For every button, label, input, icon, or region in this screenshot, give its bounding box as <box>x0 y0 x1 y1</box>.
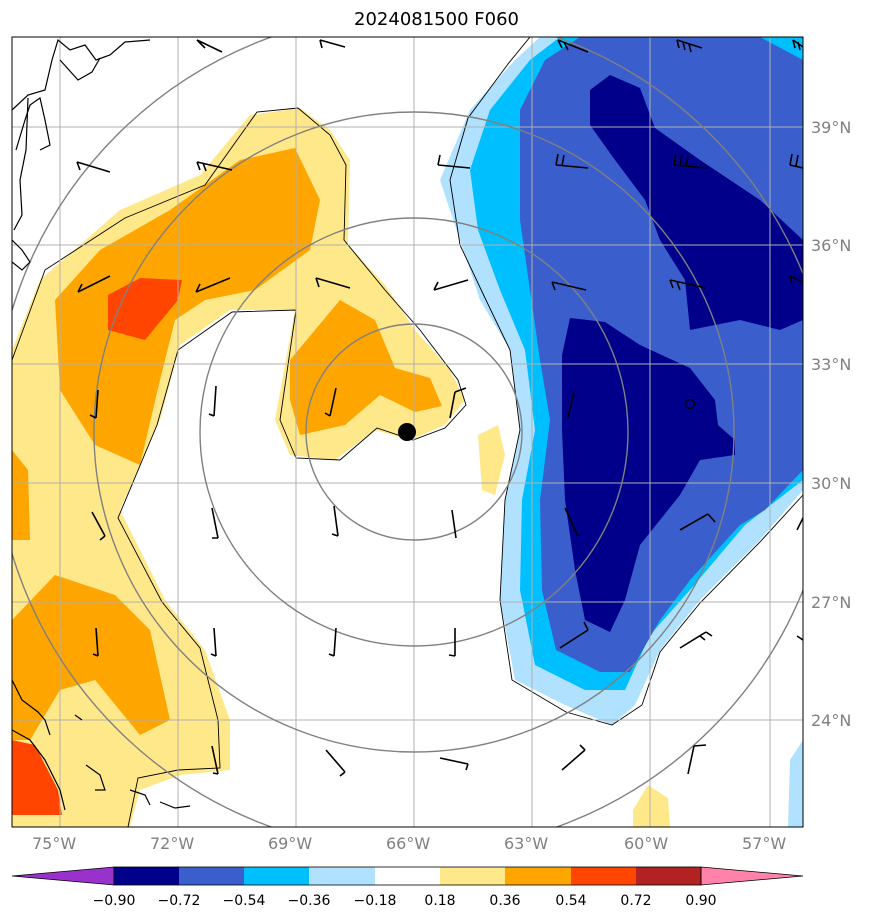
map-frame <box>11 36 804 828</box>
colorbar-extend-low <box>11 866 115 886</box>
longitude-label: 57°W <box>742 834 787 853</box>
colorbar-swatch <box>505 867 571 885</box>
map-title: 2024081500 F060 <box>354 9 519 30</box>
colorbar-tick-label: 0.72 <box>620 893 652 909</box>
colorbar-tick-label: 0.18 <box>424 893 456 909</box>
positive-anomaly-high <box>12 278 182 815</box>
longitude-label: 72°W <box>150 834 195 853</box>
colorbar-outline <box>113 866 702 886</box>
longitude-label: 63°W <box>504 834 549 853</box>
colorbar-tick-label: −0.18 <box>353 893 397 909</box>
colorbar-swatch <box>375 867 440 885</box>
colorbar-tick-label: 0.36 <box>489 893 521 909</box>
longitude-label: 66°W <box>386 834 431 853</box>
positive-anomaly-mid <box>12 148 442 740</box>
coastline <box>12 38 191 811</box>
secondary-center-marker <box>684 398 696 410</box>
colorbar-swatch <box>636 867 701 885</box>
latitude-label: 27°N <box>811 593 852 612</box>
colorbar-extend-high <box>700 866 804 886</box>
colorbar-swatch <box>244 867 309 885</box>
colorbar-tick-label: −0.90 <box>92 893 136 909</box>
colorbar-swatch <box>114 867 179 885</box>
colorbar-tick-label: −0.72 <box>157 893 201 909</box>
colorbar-swatch <box>179 867 244 885</box>
longitude-label: 69°W <box>268 834 313 853</box>
colorbar-tick-label: −0.36 <box>287 893 331 909</box>
colorbar-tick-label: −0.54 <box>222 893 266 909</box>
latitude-label: 39°N <box>811 118 852 137</box>
colorbar <box>11 866 804 886</box>
latitude-label: 30°N <box>811 474 852 493</box>
negative-anomaly-extreme <box>562 75 803 632</box>
latitude-label: 33°N <box>811 355 852 374</box>
colorbar-swatch <box>571 867 636 885</box>
longitude-label: 75°W <box>32 834 77 853</box>
longitude-label: 60°W <box>624 834 669 853</box>
colorbar-tick-label: 0.90 <box>685 893 717 909</box>
range-rings <box>12 37 803 827</box>
wind-barbs <box>76 39 803 777</box>
contour-lines <box>12 37 803 827</box>
latitude-label: 36°N <box>811 236 852 255</box>
storm-center-marker <box>398 423 416 441</box>
colorbar-swatch <box>309 867 375 885</box>
colorbar-tick-label: 0.54 <box>555 893 587 909</box>
colorbar-swatch <box>440 867 505 885</box>
latitude-label: 24°N <box>811 711 852 730</box>
